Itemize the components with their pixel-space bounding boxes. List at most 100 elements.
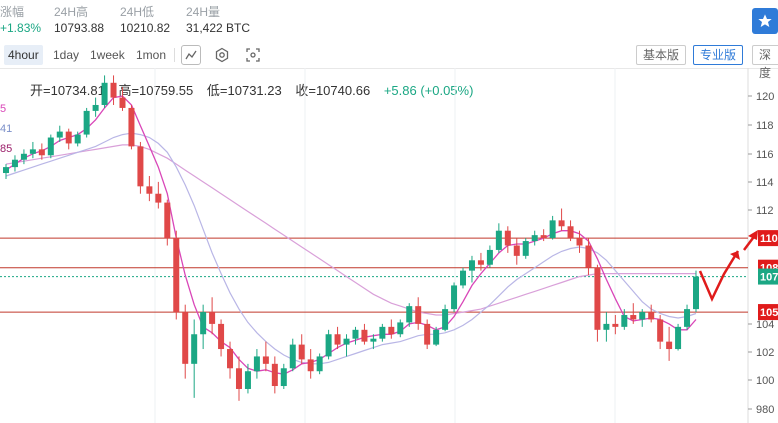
version-pro-button[interactable]: 专业版 [693, 45, 744, 65]
stat-label: 24H低 [120, 5, 155, 19]
candle-body [29, 149, 36, 154]
candle-body [415, 306, 422, 324]
current-price-label: 107 [760, 272, 778, 284]
candle-body [11, 159, 18, 168]
stat-value: +1.83% [0, 21, 42, 35]
price-level-label: 105 [760, 307, 778, 319]
ohlc-close: 收=10740.66 [295, 83, 371, 98]
candle-body [119, 97, 126, 108]
toolbar-divider [174, 48, 175, 62]
price-tick-label: 104 [756, 319, 774, 331]
candle-body [343, 338, 350, 345]
stat-label: 24H量 [186, 5, 221, 19]
candlestick-chart[interactable]: 120118116114112104102100980110108105107 [0, 68, 778, 423]
candle-body [227, 349, 234, 369]
price-tick-label: 120 [756, 91, 774, 103]
candle-body [83, 110, 90, 135]
candle-body [621, 315, 628, 327]
candle-body [397, 322, 404, 335]
candle-body [558, 220, 565, 227]
ma-short-label: 5 [0, 103, 7, 115]
candle-body [325, 334, 332, 357]
candle-body [47, 137, 54, 156]
candle-body [549, 220, 556, 239]
candle-body [675, 326, 682, 350]
candle-body [504, 230, 511, 246]
version-basic-button[interactable]: 基本版 [636, 45, 687, 65]
candle-body [298, 344, 305, 360]
stat-value: 10793.88 [54, 21, 105, 35]
candle-body [65, 131, 72, 144]
timeframe-1mon[interactable]: 1mon [136, 48, 167, 62]
candle-body [433, 329, 440, 345]
candle-body [379, 326, 386, 339]
candle-body [388, 326, 395, 335]
candle-body [38, 149, 45, 156]
stat-24h-high: 24H高 10793.88 [54, 4, 104, 36]
candle-body [334, 334, 341, 345]
candle-body [513, 245, 520, 256]
candle-body [585, 245, 592, 268]
fullscreen-icon[interactable] [243, 45, 263, 65]
annotation-arrowhead [748, 230, 758, 240]
price-tick-label: 114 [756, 177, 774, 189]
annotation-arrowhead [730, 251, 740, 260]
candle-body [155, 193, 162, 203]
ma-long-label: 85 [0, 143, 13, 155]
chart-toolbar: 4hour 1day 1week 1mon 基本版 专业版 深度 [0, 42, 778, 80]
candle-body [477, 260, 484, 265]
version-depth-button[interactable]: 深度 [752, 45, 778, 80]
stat-value: 10210.82 [120, 21, 171, 35]
candle-body [648, 312, 655, 320]
current-price-badge [758, 268, 778, 285]
candle-body [657, 319, 664, 342]
moving-average-mid [5, 132, 697, 365]
candle-body [630, 315, 637, 320]
candle-body [603, 323, 610, 330]
candle-body [460, 270, 467, 286]
timeframe-1day[interactable]: 1day [53, 48, 80, 62]
candle-body [262, 356, 269, 364]
settings-icon[interactable] [212, 45, 232, 65]
candle-body [182, 312, 189, 364]
price-tick-label: 116 [756, 149, 774, 161]
candle-body [92, 104, 99, 111]
candle-body [235, 368, 242, 389]
candle-body [244, 371, 251, 389]
candle-body [191, 334, 198, 364]
candle-body [442, 309, 449, 330]
candle-body [110, 82, 117, 98]
stat-value: 31,422 BTC [186, 21, 251, 35]
candle-body [684, 309, 691, 327]
candle-body [352, 329, 359, 339]
ohlc-open: 开=10734.81 [30, 83, 105, 98]
candle-body [361, 329, 368, 342]
candle-body [289, 344, 296, 369]
line-chart-icon[interactable] [181, 45, 201, 65]
candle-body [164, 202, 171, 239]
candle-body [200, 312, 207, 335]
timeframe-4hour[interactable]: 4hour [4, 45, 43, 65]
timeframe-1week[interactable]: 1week [90, 48, 125, 62]
candle-body [271, 363, 278, 387]
candle-body [56, 131, 63, 138]
price-level-badge [758, 304, 778, 321]
star-icon [758, 14, 772, 27]
candle-body [612, 323, 619, 327]
price-level-label: 110 [760, 233, 778, 245]
candle-body [173, 238, 180, 313]
favorite-star-button[interactable] [752, 8, 778, 34]
ohlc-low: 低=10731.23 [206, 83, 282, 98]
stat-label: 涨幅 [0, 5, 25, 19]
candle-body [253, 356, 260, 372]
candle-body [639, 312, 646, 320]
candle-body [137, 146, 144, 187]
candle-body [531, 235, 538, 242]
ma-mid-label: 41 [0, 123, 13, 135]
candle-body [451, 285, 458, 310]
candle-body [3, 167, 9, 174]
candle-body [218, 323, 225, 350]
stat-24h-volume: 24H量 31,422 BTC [186, 4, 250, 36]
price-tick-label: 118 [756, 120, 774, 132]
candle-body [128, 107, 135, 147]
